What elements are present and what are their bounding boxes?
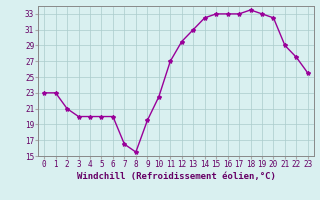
X-axis label: Windchill (Refroidissement éolien,°C): Windchill (Refroidissement éolien,°C): [76, 172, 276, 181]
